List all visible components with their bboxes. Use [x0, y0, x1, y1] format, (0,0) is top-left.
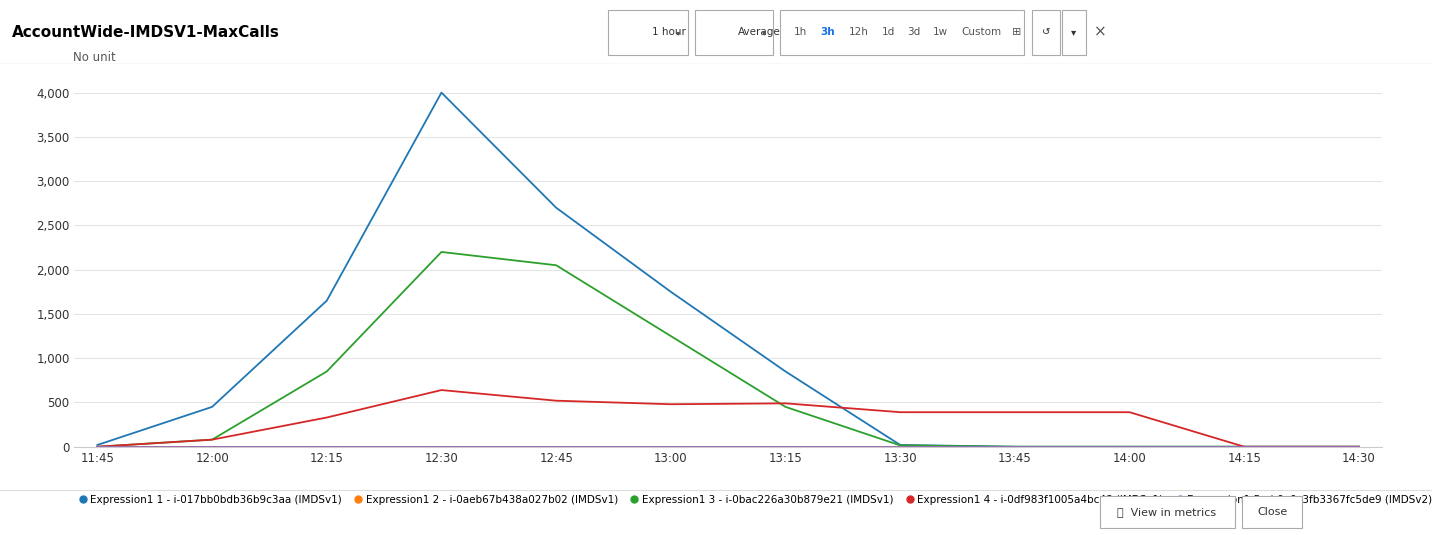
Text: ▾: ▾	[676, 28, 680, 36]
FancyBboxPatch shape	[1100, 496, 1234, 528]
Text: ×: ×	[1094, 25, 1107, 40]
Text: 3h: 3h	[821, 27, 835, 37]
Text: 1w: 1w	[932, 27, 948, 37]
Text: AccountWide-IMDSV1-MaxCalls: AccountWide-IMDSV1-MaxCalls	[11, 25, 279, 40]
FancyBboxPatch shape	[1242, 496, 1302, 528]
Text: 12h: 12h	[849, 27, 869, 37]
Text: 1d: 1d	[881, 27, 895, 37]
Text: No unit: No unit	[73, 51, 116, 64]
Text: ▾: ▾	[762, 28, 766, 36]
Text: 1h: 1h	[793, 27, 806, 37]
Text: ▾: ▾	[1071, 27, 1077, 37]
FancyBboxPatch shape	[1032, 10, 1060, 55]
FancyBboxPatch shape	[1063, 10, 1085, 55]
Text: ↺: ↺	[1041, 27, 1051, 37]
Text: Average: Average	[737, 27, 780, 37]
Legend: Expression1 1 - i-017bb0bdb36b9c3aa (IMDSv1), Expression1 2 - i-0aeb67b438a027b0: Expression1 1 - i-017bb0bdb36b9c3aa (IMD…	[79, 495, 1432, 505]
Text: ⊞: ⊞	[1012, 27, 1021, 37]
Text: ⤢  View in metrics: ⤢ View in metrics	[1117, 507, 1217, 517]
FancyBboxPatch shape	[780, 10, 1024, 55]
Text: 1 hour: 1 hour	[652, 27, 686, 37]
FancyBboxPatch shape	[695, 10, 773, 55]
Text: Custom: Custom	[961, 27, 1001, 37]
Text: Close: Close	[1257, 507, 1287, 517]
Text: 3d: 3d	[908, 27, 921, 37]
FancyBboxPatch shape	[609, 10, 687, 55]
